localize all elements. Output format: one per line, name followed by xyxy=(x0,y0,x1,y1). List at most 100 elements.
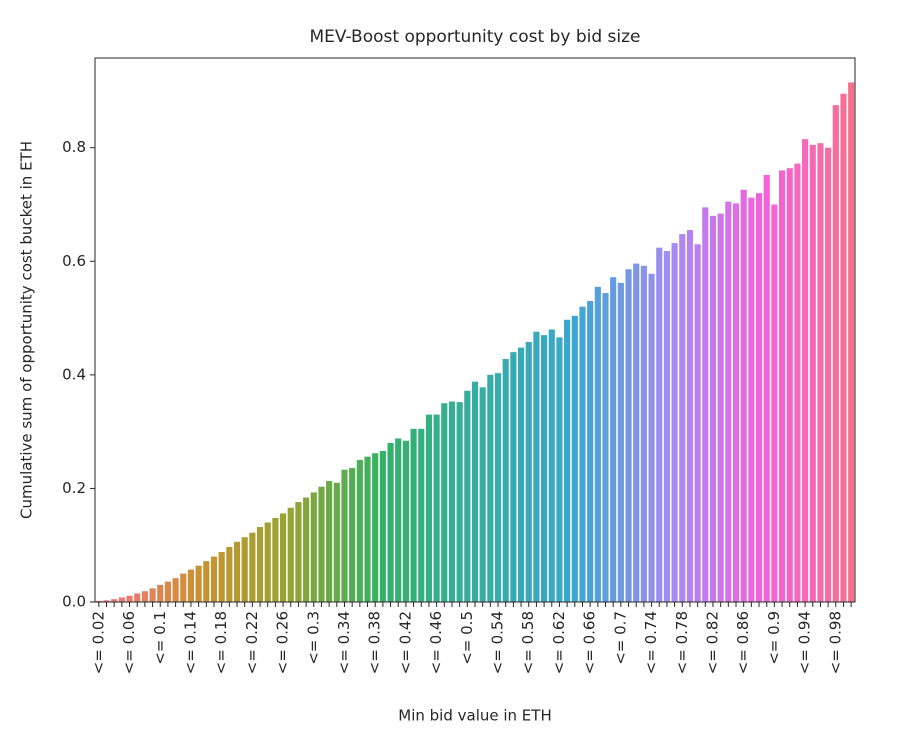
bar xyxy=(295,502,302,602)
bar xyxy=(510,352,517,602)
bar xyxy=(694,244,701,602)
x-tick-label: <= 0.86 xyxy=(734,611,752,674)
bar xyxy=(817,143,824,602)
bar xyxy=(755,193,763,602)
bar xyxy=(448,401,456,602)
bar xyxy=(241,537,248,602)
bar xyxy=(433,414,440,602)
bar xyxy=(333,482,340,602)
bar xyxy=(587,301,594,602)
x-tick-label: <= 0.06 xyxy=(120,611,138,674)
x-tick-label: <= 0.54 xyxy=(489,611,507,674)
bar xyxy=(648,273,655,602)
x-tick-label: <= 0.5 xyxy=(458,611,476,665)
x-tick-label: <= 0.42 xyxy=(396,611,414,674)
bar xyxy=(118,597,125,602)
x-tick-label: <= 0.74 xyxy=(642,611,660,674)
bar xyxy=(126,595,133,602)
bar xyxy=(633,263,640,602)
bar xyxy=(303,497,310,602)
bar xyxy=(249,532,256,602)
bar xyxy=(602,293,609,602)
bar xyxy=(571,315,578,602)
y-tick-label: 0.4 xyxy=(62,365,86,383)
bar xyxy=(326,481,333,602)
bar xyxy=(740,189,747,602)
bar xyxy=(402,440,409,602)
bar xyxy=(157,584,164,602)
bar xyxy=(479,387,486,602)
y-axis-label: Cumulative sum of opportunity cost bucke… xyxy=(18,141,36,519)
bar xyxy=(771,204,778,602)
bar xyxy=(280,513,287,602)
bar xyxy=(840,93,847,602)
bar xyxy=(556,337,563,602)
x-tick-label: <= 0.3 xyxy=(304,611,322,665)
bar xyxy=(233,541,241,602)
bar xyxy=(172,578,179,602)
x-tick-label: <= 0.46 xyxy=(427,611,445,674)
bar xyxy=(533,331,540,602)
bar xyxy=(494,373,502,602)
bar xyxy=(594,286,601,602)
bar xyxy=(610,277,617,602)
bar xyxy=(203,561,210,602)
bar xyxy=(656,247,663,602)
bar xyxy=(663,251,670,602)
x-tick-label: <= 0.34 xyxy=(335,611,353,674)
x-tick-label: <= 0.1 xyxy=(151,611,169,665)
bar xyxy=(548,329,555,602)
x-tick-label: <= 0.78 xyxy=(673,611,691,674)
x-tick-label: <= 0.58 xyxy=(519,611,537,674)
bar xyxy=(180,573,187,602)
bar xyxy=(763,174,770,602)
x-tick-label: <= 0.66 xyxy=(581,611,599,674)
bar xyxy=(702,207,709,602)
bar xyxy=(318,486,325,602)
x-tick-label: <= 0.14 xyxy=(181,611,199,674)
bar xyxy=(848,82,855,602)
bar xyxy=(141,591,148,602)
bar xyxy=(264,522,271,602)
bar xyxy=(425,414,433,602)
x-tick-label: <= 0.62 xyxy=(550,611,568,674)
x-tick-label: <= 0.18 xyxy=(212,611,230,674)
bar xyxy=(564,319,571,602)
y-tick-label: 0.6 xyxy=(62,252,86,270)
bar xyxy=(95,600,102,602)
bar xyxy=(786,168,793,602)
bar xyxy=(671,243,678,602)
bar xyxy=(717,213,724,602)
bar xyxy=(709,215,717,602)
bar xyxy=(187,569,195,602)
bar xyxy=(625,269,632,602)
bar xyxy=(111,599,118,602)
x-tick-label: <= 0.38 xyxy=(366,611,384,674)
bar xyxy=(164,581,171,602)
chart-title: MEV-Boost opportunity cost by bid size xyxy=(309,27,640,47)
x-tick-label: <= 0.82 xyxy=(703,611,721,674)
x-tick-label: <= 0.02 xyxy=(89,611,107,674)
x-tick-label: <= 0.94 xyxy=(796,611,814,674)
bar xyxy=(686,230,694,602)
bar xyxy=(748,197,755,602)
bar xyxy=(825,147,832,602)
bar xyxy=(779,170,786,602)
bar xyxy=(418,428,425,602)
bar xyxy=(226,546,233,602)
bar xyxy=(541,335,548,602)
bar xyxy=(525,341,532,602)
bar xyxy=(287,507,294,602)
y-tick-label: 0.0 xyxy=(62,593,86,611)
bar xyxy=(679,234,686,603)
bar xyxy=(372,453,379,602)
bar xyxy=(579,306,586,602)
bar xyxy=(256,527,264,602)
x-tick-label: <= 0.26 xyxy=(274,611,292,674)
x-tick-label: <= 0.22 xyxy=(243,611,261,674)
x-tick-label: <= 0.9 xyxy=(765,611,783,665)
bar xyxy=(387,443,394,602)
bar xyxy=(195,565,202,602)
bar xyxy=(464,390,471,602)
